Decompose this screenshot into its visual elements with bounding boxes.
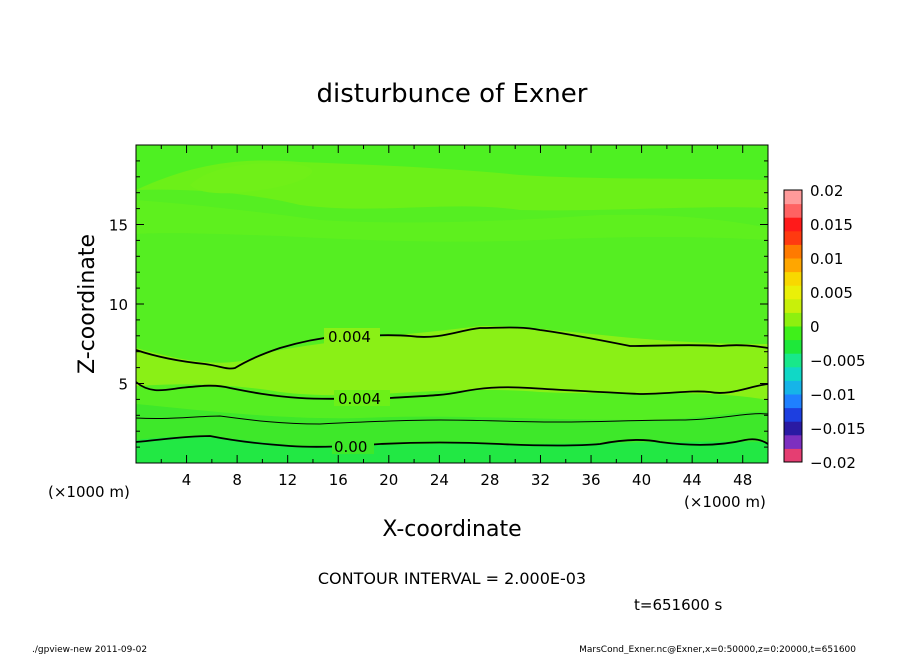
y-tick-label-5: 5 — [118, 376, 128, 394]
time-text: t=651600 s — [634, 596, 722, 614]
colorbar-segment — [784, 407, 802, 422]
colorbar-label: 0.015 — [810, 216, 853, 234]
x-tick-label-36: 36 — [581, 471, 600, 489]
colorbar-label: −0.005 — [810, 352, 866, 370]
x-tick-label-24: 24 — [430, 471, 449, 489]
plot-area: 0.004 0.004 0.00 — [135, 144, 769, 464]
colorbar-segment — [784, 230, 802, 245]
contour-label-bg-1 — [324, 328, 380, 344]
contour-line-middle — [135, 381, 769, 400]
colorbar-label: −0.015 — [810, 420, 866, 438]
contour-label-3: 0.00 — [334, 438, 367, 456]
colorbar-segment — [784, 421, 802, 436]
colorbar-segment — [784, 326, 802, 341]
colorbar-label: −0.01 — [810, 386, 856, 404]
x-axis: 4 8 12 16 20 24 28 32 36 40 44 48 — [160, 145, 769, 489]
contour-line-lower — [135, 435, 769, 448]
colorbar-segment — [784, 312, 802, 327]
colorbar-segment — [784, 190, 802, 205]
colorbar-segment — [784, 258, 802, 273]
colorbar-segment — [784, 394, 802, 409]
chart-title: disturbunce of Exner — [317, 79, 588, 109]
x-tick-label-48: 48 — [733, 471, 752, 489]
contour-label-bg-3 — [332, 438, 374, 454]
contour-label-bg-2 — [334, 390, 390, 406]
colorbar-label: 0.005 — [810, 284, 853, 302]
footer-left: ./gpview-new 2011-09-02 — [32, 645, 147, 654]
x-tick-label-28: 28 — [480, 471, 499, 489]
fill-mid-band — [136, 200, 768, 242]
colorbar-label: 0.02 — [810, 182, 843, 200]
x-tick-label-44: 44 — [683, 471, 702, 489]
colorbar-label: 0 — [810, 318, 820, 336]
contour-interval-text: CONTOUR INTERVAL = 2.000E-03 — [318, 569, 586, 588]
fill-top-patch — [190, 163, 313, 194]
y-axis: 5 10 15 — [109, 160, 768, 448]
colorbar-segment — [784, 217, 802, 232]
colorbar-segment — [784, 366, 802, 381]
y-tick-label-10: 10 — [109, 296, 128, 314]
x-axis-title: X-coordinate — [382, 517, 521, 542]
x-tick-label-40: 40 — [632, 471, 651, 489]
colorbar-segment — [784, 434, 802, 449]
contour-label-1: 0.004 — [328, 328, 371, 346]
fill-top-band — [136, 145, 768, 190]
colorbar: 0.02 0.015 0.01 0.005 0 −0.005 −0.01 −0.015 −0.0… — [783, 182, 866, 472]
colorbar-segment — [784, 271, 802, 286]
colorbar-segment — [784, 339, 802, 354]
x-tick-label-16: 16 — [329, 471, 348, 489]
colorbar-segment — [784, 203, 802, 218]
x-tick-label-32: 32 — [531, 471, 550, 489]
colorbar-segment — [784, 298, 802, 313]
footer-right: MarsCond_Exner.nc@Exner,x=0:50000,z=0:20… — [579, 645, 856, 654]
colorbar-segment — [784, 380, 802, 395]
colorbar-label: 0.01 — [810, 250, 843, 268]
colorbar-frame — [783, 189, 803, 463]
colorbar-segment — [784, 244, 802, 259]
x-unit-label: (×1000 m) — [684, 493, 766, 511]
colorbar-label: −0.02 — [810, 454, 856, 472]
contour-label-2: 0.004 — [338, 390, 381, 408]
x-tick-label-8: 8 — [232, 471, 242, 489]
y-axis-title: Z-coordinate — [75, 234, 100, 374]
y-tick-label-15: 15 — [109, 217, 128, 235]
colorbar-segment — [784, 285, 802, 300]
x-origin-unit: (×1000 m) — [48, 483, 130, 501]
contour-line-upper — [135, 326, 769, 370]
x-tick-label-12: 12 — [278, 471, 297, 489]
colorbar-segment — [784, 353, 802, 368]
fill-floor-band — [136, 436, 768, 463]
x-tick-label-4: 4 — [182, 471, 192, 489]
contour-line-thin — [135, 413, 769, 425]
x-tick-label-20: 20 — [379, 471, 398, 489]
colorbar-segment — [784, 448, 802, 463]
fill-contour-core — [136, 326, 768, 400]
